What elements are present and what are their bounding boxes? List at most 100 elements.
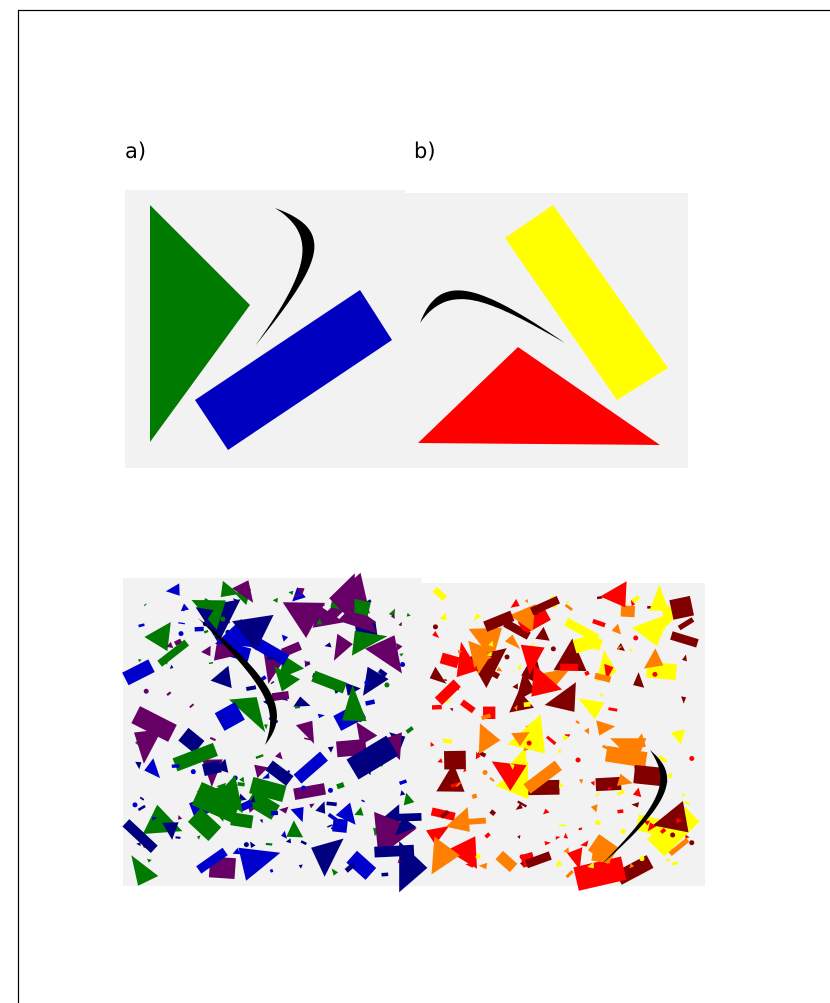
shape: [166, 641, 174, 648]
shape: [306, 661, 310, 665]
shape: [632, 787, 642, 798]
shape: [512, 683, 518, 690]
shape: [152, 816, 157, 821]
shape: [397, 859, 402, 864]
shape: [545, 735, 557, 746]
shape: [511, 732, 530, 747]
shape: [271, 690, 290, 702]
shape: [555, 836, 561, 840]
shape: [666, 771, 673, 779]
shape: [517, 834, 521, 839]
shape: [468, 817, 487, 825]
shape: [602, 744, 609, 750]
shape: [509, 604, 536, 632]
shape: [391, 613, 396, 619]
shape: [294, 593, 301, 598]
shape: [147, 858, 152, 863]
shape: [670, 631, 699, 648]
shape: [208, 661, 214, 665]
shape: [196, 835, 201, 840]
shape: [301, 785, 307, 791]
shape: [324, 642, 332, 648]
shape: [632, 613, 671, 647]
shape: [395, 817, 417, 836]
shape: [196, 847, 228, 874]
shape: [238, 793, 247, 801]
shape: [250, 841, 256, 848]
shape: [553, 638, 587, 672]
shape: [381, 872, 389, 877]
shape: [647, 822, 657, 832]
shape: [515, 803, 523, 810]
shape: [281, 830, 287, 839]
shape: [658, 755, 668, 763]
shape: [439, 612, 447, 621]
shape: [440, 809, 450, 819]
shape: [131, 706, 177, 742]
shape: [374, 844, 415, 858]
shape: [594, 672, 612, 683]
shape: [446, 836, 477, 869]
shape: [455, 781, 462, 787]
shape: [279, 806, 289, 814]
shape: [342, 684, 367, 722]
shape: [487, 651, 492, 657]
shape: [431, 704, 442, 710]
shape: [337, 598, 377, 634]
shape: [138, 658, 142, 663]
shape: [557, 748, 562, 754]
shape: [567, 847, 583, 870]
shape: [265, 760, 294, 786]
shape: [265, 842, 273, 846]
shape: [281, 634, 289, 642]
shape: [442, 738, 453, 744]
shape: [633, 635, 639, 641]
shape: [254, 764, 269, 779]
shape: [544, 682, 576, 712]
shape: [406, 612, 411, 617]
shape: [270, 810, 279, 816]
shape: [143, 688, 149, 694]
shape: [459, 699, 476, 714]
shape: [579, 779, 584, 784]
shape: [144, 758, 161, 779]
shape: [262, 772, 270, 779]
shape: [531, 665, 563, 697]
shape: [232, 847, 241, 855]
shape: [298, 864, 303, 869]
shape: [162, 822, 179, 840]
shape: [504, 634, 521, 650]
shape: [331, 868, 339, 876]
shape: [243, 842, 249, 848]
shape: [617, 645, 622, 650]
shape: [219, 716, 225, 720]
shape: [473, 613, 482, 622]
shape: [137, 804, 146, 812]
shape: [263, 724, 268, 730]
shape: [363, 666, 389, 696]
shape: [443, 750, 466, 770]
shape: [580, 840, 589, 847]
shape: [293, 751, 328, 784]
shape: [398, 779, 408, 786]
shape: [333, 633, 353, 661]
shape: [523, 701, 531, 708]
shape: [489, 669, 501, 680]
shape: [327, 824, 333, 828]
shape: [482, 770, 488, 776]
shape: [629, 863, 635, 869]
shape: [550, 646, 556, 652]
shape: [450, 782, 460, 789]
shape: [139, 796, 145, 801]
shape: [587, 635, 603, 651]
shape: [631, 802, 640, 808]
shape: [445, 807, 470, 832]
shape: [524, 599, 529, 603]
shape: [136, 842, 141, 847]
shape: [575, 720, 580, 725]
shape: [332, 818, 348, 833]
shape: [620, 605, 636, 618]
shape: [524, 851, 552, 869]
shape: [478, 723, 501, 755]
